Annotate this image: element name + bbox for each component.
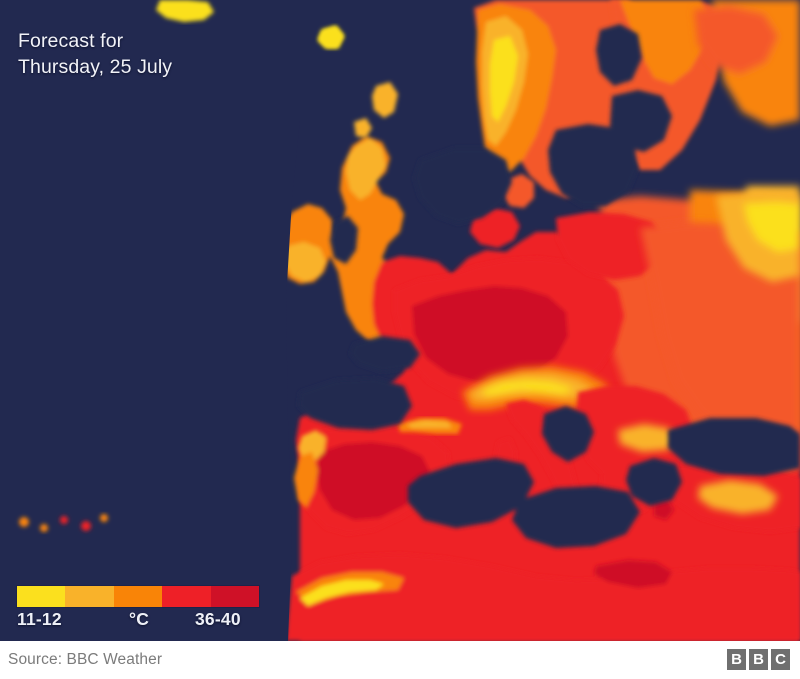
island-dot-c (60, 516, 68, 524)
legend-color-bar (17, 586, 260, 607)
region-kola-warm (694, 6, 778, 74)
sea-atlantic-mask (0, 0, 272, 641)
sea-atlantic-mask-edge (272, 0, 300, 641)
sea-adriatic (542, 406, 594, 462)
source-attribution: Source: BBC Weather (8, 651, 163, 668)
legend-max-label: 36-40 (195, 609, 241, 629)
region-aegean-islands (654, 500, 674, 520)
sea-baltic-gulf (610, 90, 672, 152)
region-lapland (620, 0, 710, 84)
sea-bothnia (596, 24, 642, 86)
region-caucasus-yellow (698, 480, 778, 514)
region-ukraine-russia (640, 222, 800, 446)
island-dot-a (19, 517, 29, 527)
sea-mediterranean-central (512, 486, 640, 548)
region-iberia-core (316, 442, 430, 520)
bbc-logo-letter-2: B (749, 649, 768, 670)
region-denmark-benelux (470, 208, 520, 248)
region-carpathians (618, 424, 678, 452)
region-galicia-cool (298, 430, 326, 462)
legend-swatch-band-red (162, 586, 211, 607)
region-faroe-visible (318, 26, 344, 48)
sea-irish-sea (330, 216, 358, 264)
sea-aegean (626, 458, 682, 506)
island-dot-b (40, 524, 48, 532)
region-atlas-peaks (300, 580, 384, 606)
bbc-logo: B B C (727, 649, 790, 670)
temperature-legend: 11-12 °C 36-40 (17, 586, 260, 633)
sea-mediterranean-west (408, 458, 534, 528)
footer-bar: Source: BBC Weather B B C (0, 641, 800, 679)
legend-swatch-band-dark-red (210, 586, 260, 607)
island-dot-d (81, 521, 91, 531)
region-iceland-visible (156, 0, 214, 22)
legend-min-label: 11-12 (17, 609, 62, 629)
legend-swatch-band-orange (113, 586, 163, 607)
region-orkney (354, 118, 372, 138)
bbc-logo-letter-3: C (771, 649, 790, 670)
region-poland-baltics (556, 212, 664, 280)
region-norway-peaks (490, 36, 518, 122)
region-italy (506, 400, 580, 512)
sea-baltic (548, 124, 638, 206)
sea-english-channel (350, 336, 420, 372)
temperature-map: Forecast for Thursday, 25 July 11-12 °C … (0, 0, 800, 641)
sea-biscay (298, 378, 412, 430)
region-steppe-yellow-patch (744, 202, 800, 252)
island-dot-e (100, 514, 108, 522)
legend-swatch-band-amber (65, 586, 114, 607)
region-scotland (346, 138, 386, 200)
region-pyrenees-peaks (406, 420, 452, 428)
region-ireland-south (284, 242, 326, 282)
sea-north-sea (414, 148, 512, 224)
region-alps-peaks (482, 380, 572, 396)
region-tunisia-coast (594, 560, 672, 588)
sea-black-sea (668, 418, 800, 476)
region-sahara-hot (300, 588, 800, 641)
legend-swatch-band-yellow (17, 586, 66, 607)
legend-unit-label: °C (129, 609, 150, 629)
region-portugal-coast (294, 452, 318, 508)
bbc-logo-letter-1: B (727, 649, 746, 670)
legend-labels: 11-12 °C 36-40 (17, 609, 259, 633)
region-france-core (412, 286, 568, 382)
region-shetland (372, 82, 398, 118)
map-canvas (0, 0, 800, 641)
